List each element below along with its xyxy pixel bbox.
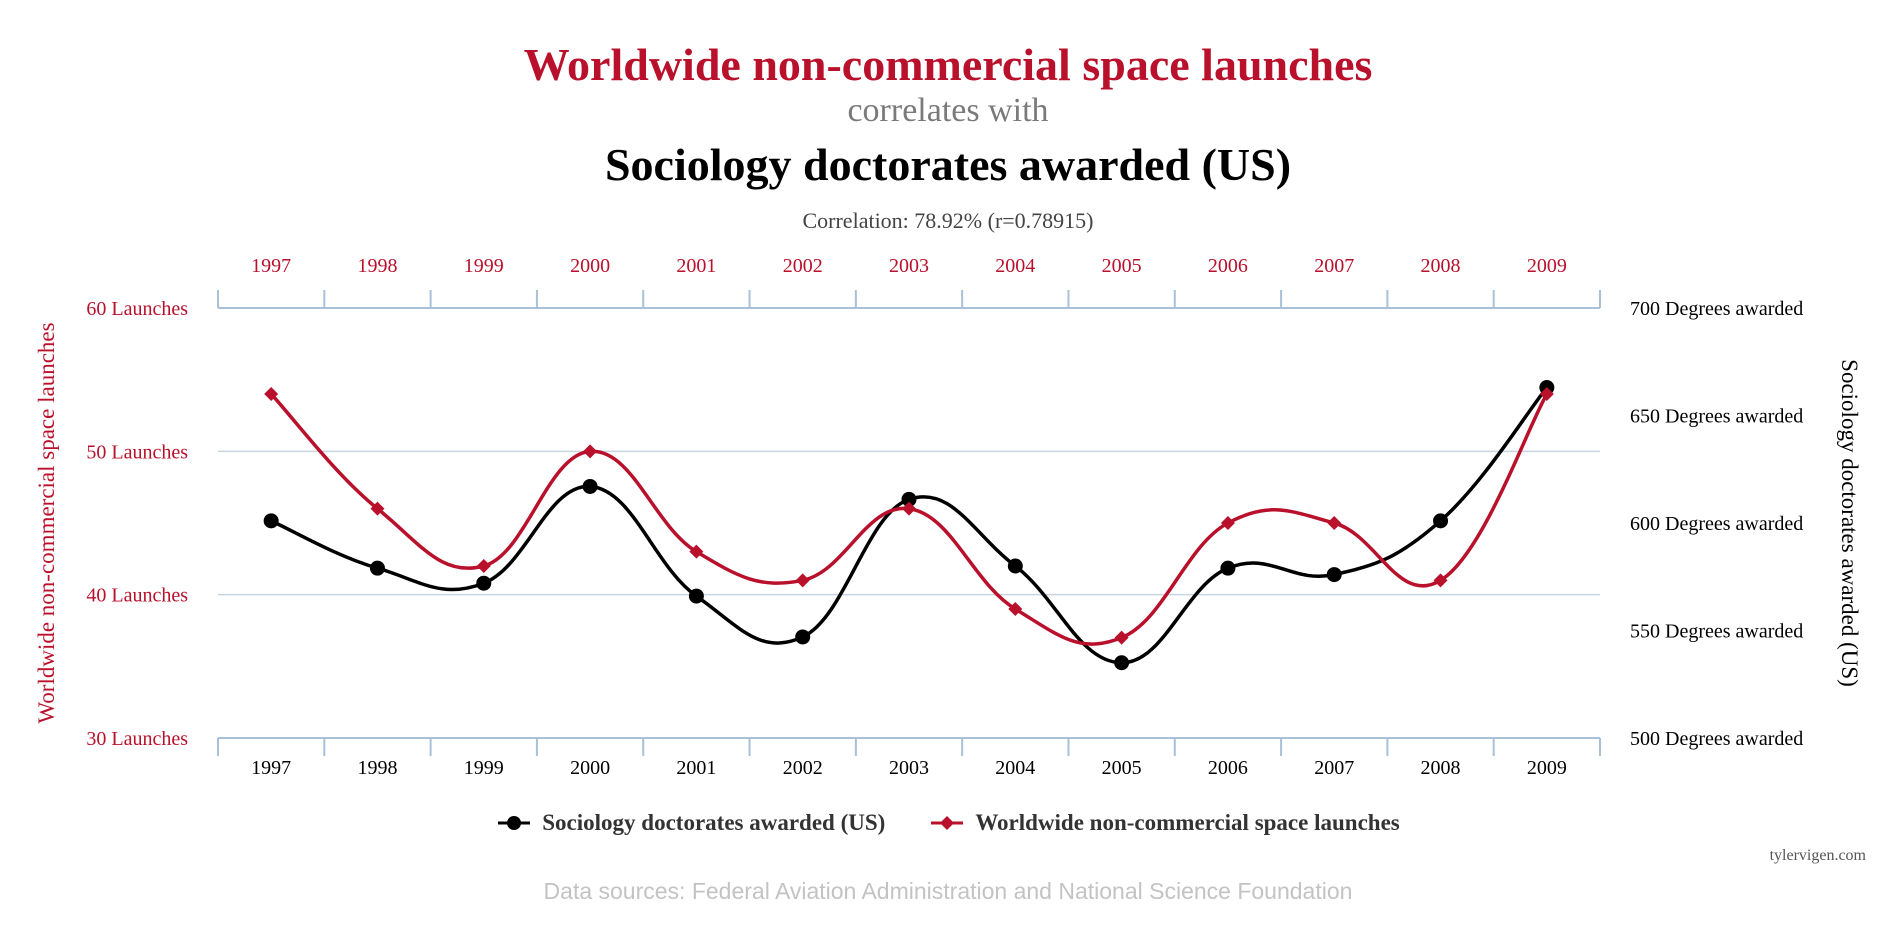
- data-point-launches: [370, 501, 385, 516]
- y-right-axis-title: Sociology doctorates awarded (US): [1837, 359, 1862, 687]
- chart-title-2: Sociology doctorates awarded (US): [604, 139, 1292, 190]
- x-tick-label-bottom: 2009: [1527, 757, 1567, 779]
- correlation-label: Correlation: 78.92% (r=0.78915): [802, 208, 1094, 233]
- x-tick-label-top: 2004: [995, 255, 1035, 277]
- x-tick-label-bottom: 2008: [1421, 757, 1461, 779]
- data-point-sociology: [476, 575, 492, 591]
- legend-item-launches[interactable]: Worldwide non-commercial space launches: [929, 810, 1400, 836]
- y-left-tick-label: 60 Launches: [86, 298, 188, 320]
- y-right-tick-label: 700 Degrees awarded: [1630, 298, 1803, 320]
- data-point-sociology: [688, 588, 704, 604]
- x-tick-label-bottom: 1999: [464, 757, 504, 779]
- x-tick-label-bottom: 2002: [783, 757, 823, 779]
- y-left-tick-label: 30 Launches: [86, 728, 188, 750]
- x-tick-label-top: 2005: [1102, 255, 1142, 277]
- legend-marker-diamond-icon: [931, 816, 964, 830]
- x-tick-label-top: 1997: [251, 255, 291, 277]
- data-point-sociology: [263, 513, 279, 529]
- x-tick-label-bottom: 1997: [251, 757, 291, 779]
- legend-label-launches: Worldwide non-commercial space launches: [975, 810, 1400, 835]
- x-tick-label-top: 2007: [1314, 255, 1354, 277]
- data-point-sociology: [1114, 655, 1130, 671]
- series-line-launches: [269, 392, 1549, 646]
- data-point-sociology: [1007, 558, 1023, 574]
- y-right-tick-label: 600 Degrees awarded: [1630, 513, 1803, 535]
- legend-label-sociology: Sociology doctorates awarded (US): [542, 810, 886, 835]
- x-tick-label-bottom: 2006: [1208, 757, 1248, 779]
- x-tick-label-bottom: 1998: [357, 757, 397, 779]
- chart-plot: 1997 1997 1998 1998 1999 1999 2000 2000 2001 2001…: [34, 255, 1862, 779]
- x-tick-label-top: 1999: [464, 255, 504, 277]
- x-tick-label-top: 2001: [676, 255, 716, 277]
- y-right-tick-label: 650 Degrees awarded: [1630, 406, 1803, 428]
- y-right-tick-label: 550 Degrees awarded: [1630, 621, 1803, 643]
- legend-marker-circle-icon: [498, 816, 531, 830]
- legend-item-sociology[interactable]: Sociology doctorates awarded (US): [496, 810, 885, 836]
- x-tick-label-bottom: 2000: [570, 757, 610, 779]
- data-point-launches: [264, 387, 279, 401]
- y-right-tick-label: 500 Degrees awarded: [1630, 728, 1803, 750]
- x-tick-label-top: 2008: [1421, 255, 1461, 277]
- x-tick-label-bottom: 2007: [1314, 757, 1354, 779]
- data-point-sociology: [1220, 560, 1236, 576]
- x-tick-label-top: 2009: [1527, 255, 1567, 277]
- x-tick-label-top: 2000: [570, 255, 610, 277]
- data-sources: Data sources: Federal Aviation Administr…: [543, 878, 1353, 904]
- data-point-launches: [1008, 602, 1023, 616]
- data-point-sociology: [582, 478, 598, 494]
- data-point-launches: [583, 444, 598, 459]
- data-point-sociology: [369, 560, 385, 576]
- chart-legend: Sociology doctorates awarded (US) Worldw…: [0, 810, 1896, 836]
- x-tick-label-top: 2003: [889, 255, 929, 277]
- data-point-launches: [1327, 516, 1342, 530]
- data-point-launches: [902, 501, 916, 516]
- x-tick-label-top: 1998: [357, 255, 397, 277]
- data-point-launches: [1114, 630, 1129, 645]
- x-tick-label-bottom: 2004: [995, 757, 1035, 779]
- x-tick-label-bottom: 2003: [889, 757, 929, 779]
- chart-title: Worldwide non-commercial space launches: [523, 39, 1373, 90]
- data-point-launches: [795, 573, 810, 588]
- data-point-launches: [1539, 387, 1554, 401]
- x-tick-label-top: 2002: [783, 255, 823, 277]
- data-point-launches: [1220, 516, 1235, 530]
- data-point-launches: [476, 559, 491, 573]
- x-tick-label-bottom: 2005: [1102, 757, 1142, 779]
- data-point-sociology: [1433, 513, 1449, 529]
- y-left-tick-label: 40 Launches: [86, 585, 188, 607]
- credit-link[interactable]: tylervigen.com: [1769, 847, 1866, 864]
- data-point-launches: [689, 544, 704, 559]
- series-line-sociology: [270, 386, 1549, 665]
- data-point-sociology: [901, 491, 917, 507]
- data-point-sociology: [1326, 567, 1342, 583]
- data-point-launches: [1433, 573, 1448, 588]
- y-left-axis-title: Worldwide non-commercial space launches: [34, 322, 59, 723]
- x-tick-label-bottom: 2001: [676, 757, 716, 779]
- y-left-tick-label: 50 Launches: [86, 441, 188, 463]
- chart-subtitle: correlates with: [847, 92, 1049, 129]
- x-tick-label-top: 2006: [1208, 255, 1248, 277]
- data-point-sociology: [795, 629, 811, 645]
